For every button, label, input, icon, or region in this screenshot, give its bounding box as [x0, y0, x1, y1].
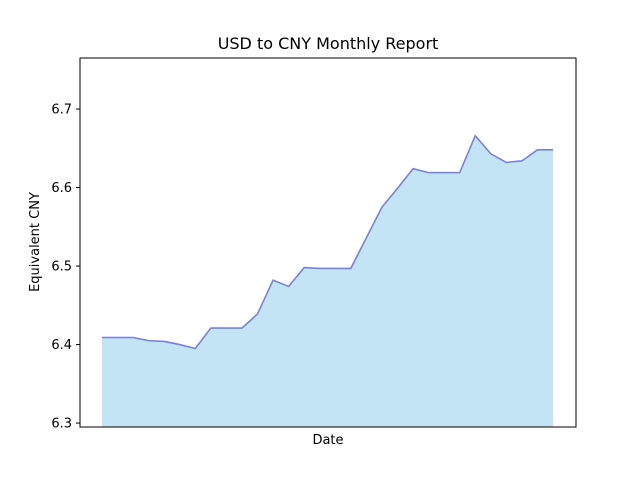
y-tick-label: 6.4 [51, 338, 72, 353]
y-axis: 6.3 6.4 6.5 6.6 6.7 [51, 103, 80, 432]
y-tick-label: 6.3 [51, 417, 72, 432]
area-fill [102, 135, 553, 427]
plot-area [102, 134, 553, 427]
y-tick-label: 6.6 [51, 181, 72, 196]
y-axis-label: Equivalent CNY [28, 192, 43, 292]
x-axis-label: Date [312, 433, 343, 448]
y-tick-label: 6.5 [51, 260, 72, 275]
chart-title: USD to CNY Monthly Report [218, 34, 439, 53]
series-line [102, 134, 553, 350]
y-tick-label: 6.7 [51, 103, 72, 118]
plot-frame [79, 57, 577, 428]
